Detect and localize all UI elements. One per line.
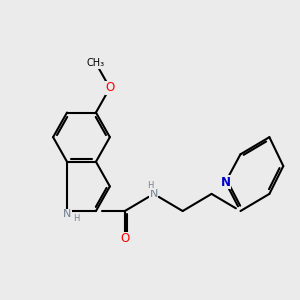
Text: methoxy: methoxy [91, 63, 97, 64]
Text: N: N [220, 176, 230, 189]
Text: CH₃: CH₃ [87, 58, 105, 68]
Text: H: H [73, 214, 79, 223]
Text: H: H [147, 181, 154, 190]
Text: O: O [105, 81, 115, 94]
Text: O: O [120, 232, 130, 245]
Text: N: N [63, 209, 71, 219]
Text: N: N [150, 189, 158, 199]
